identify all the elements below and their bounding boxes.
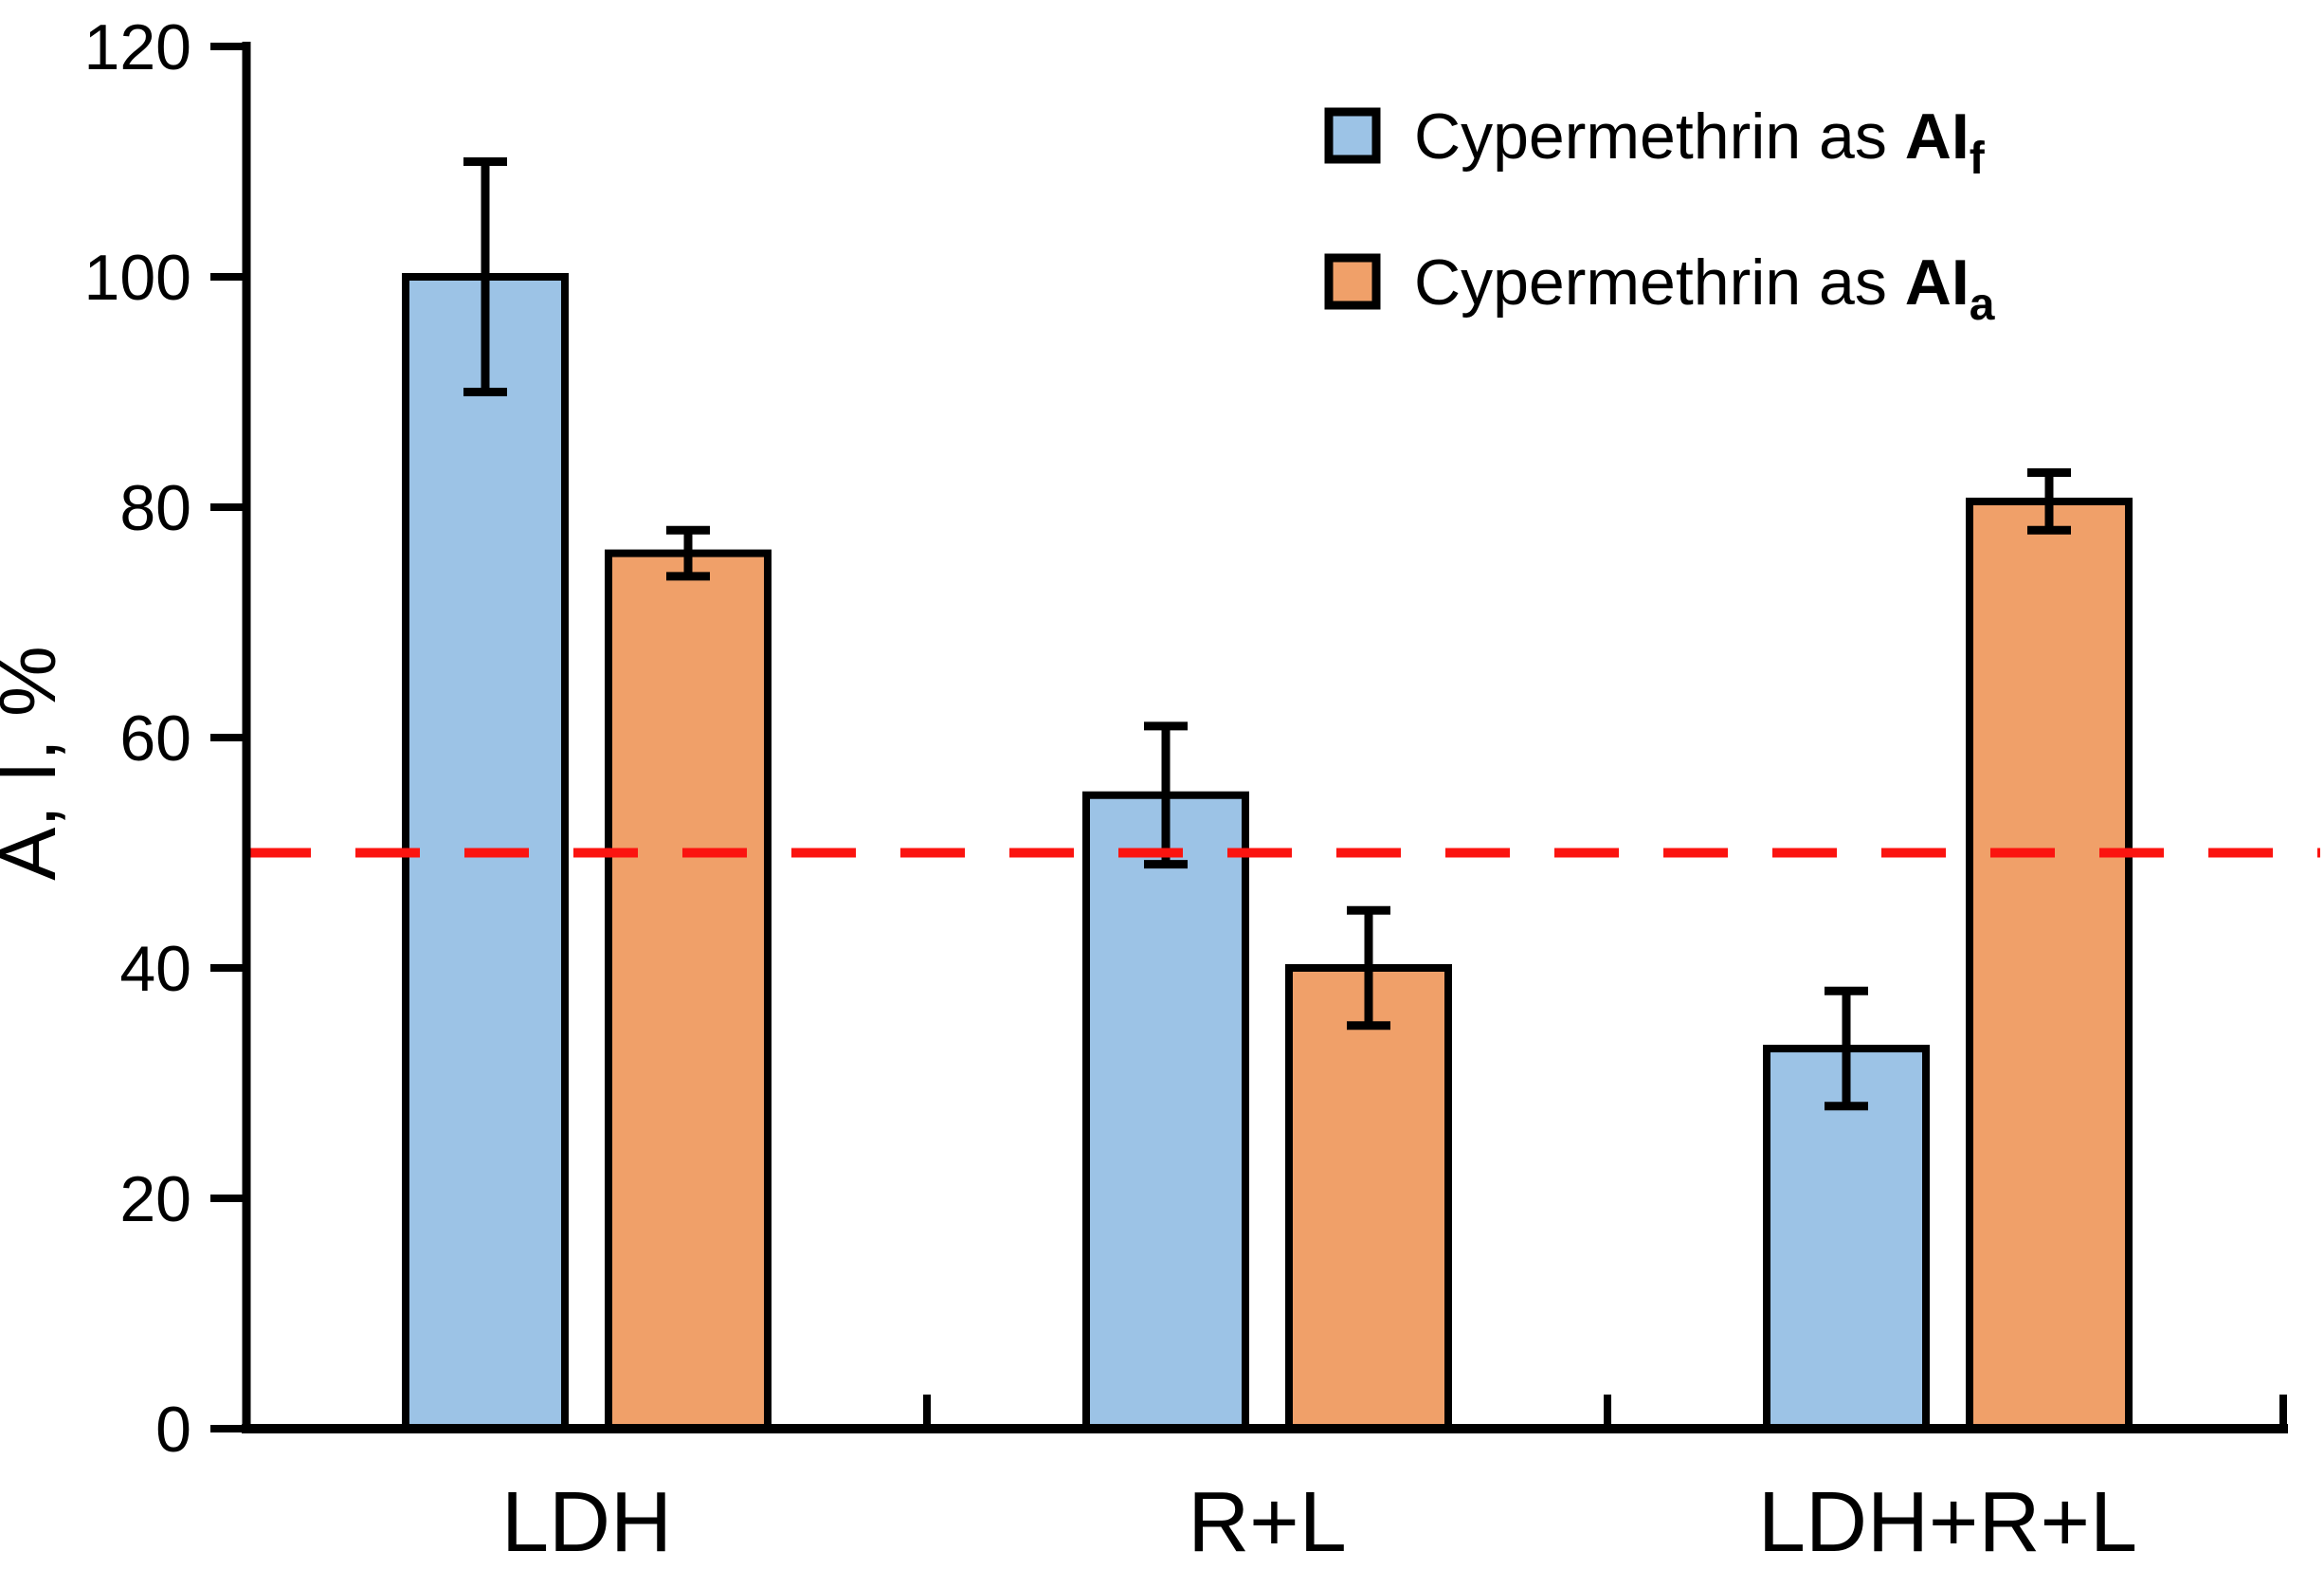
x-category-label: R+L (1188, 1475, 1347, 1569)
legend-swatch (1324, 107, 1381, 164)
y-tick-label: 60 (119, 702, 191, 775)
legend-label-bold: AI (1905, 246, 1970, 319)
y-tick-label: 0 (155, 1394, 191, 1466)
y-tick-label: 120 (84, 11, 191, 83)
y-tick-label: 80 (119, 472, 191, 544)
x-category-label: LDH (501, 1475, 672, 1569)
error-bar (2027, 468, 2071, 535)
bar-series2-R+L (1285, 964, 1452, 1432)
legend-label-bold: AI (1905, 100, 1970, 173)
error-bar (666, 525, 710, 581)
y-tick-label: 20 (119, 1163, 191, 1235)
legend-label: Cypermethrin as AIf (1414, 100, 1986, 184)
bars-layer (402, 157, 2133, 1433)
legend-label: Cypermethrin as AIa (1414, 246, 1995, 330)
error-bar (1144, 721, 1188, 869)
y-tick-label: 100 (84, 242, 191, 314)
bar-series1-LDH+R+L (1763, 1045, 1930, 1433)
bar-series2-LDH (605, 549, 772, 1432)
error-bar (1825, 986, 1868, 1111)
y-tick-label: 40 (119, 933, 191, 1005)
x-category-label: LDH+R+L (1758, 1475, 2137, 1569)
bar-series1-R+L (1082, 791, 1249, 1432)
bar-series2-LDH+R+L (1966, 497, 2133, 1432)
legend-label-subscript: f (1970, 134, 1986, 184)
legend-label-prefix: Cypermethrin as (1414, 246, 1905, 319)
legend-label-prefix: Cypermethrin as (1414, 100, 1905, 173)
legend-swatch (1324, 253, 1381, 310)
error-bar (1347, 905, 1390, 1031)
y-axis-title: A, I, % (0, 646, 72, 880)
legend-label-subscript: a (1970, 280, 1995, 330)
error-bar (463, 157, 507, 396)
